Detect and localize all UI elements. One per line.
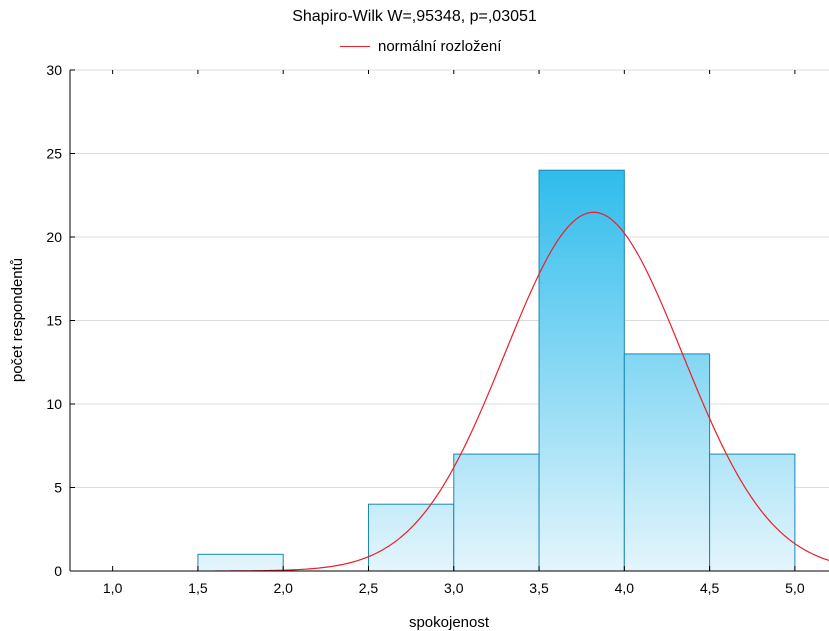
histogram-bar: [367, 503, 455, 572]
x-tick-label: 5,0: [785, 580, 805, 596]
x-tick-label: 1,5: [188, 580, 208, 596]
x-tick-label: 1,0: [103, 580, 123, 596]
chart-title: Shapiro-Wilk W=,95348, p=,03051: [292, 8, 537, 25]
legend-label: normální rozložení: [378, 37, 502, 55]
x-tick-label: 2,0: [273, 580, 293, 596]
x-tick-label: 3,5: [529, 580, 549, 596]
grid-lines: [70, 69, 829, 488]
legend: normální rozložení: [340, 36, 501, 56]
normal-curve-layer: [214, 211, 829, 571]
x-tick-label: 4,0: [615, 580, 635, 596]
x-axis-ticks: 1,0 1,5 2,0 2,5 3,0 3,5 4,0 4,5 5,0: [103, 70, 805, 596]
x-tick-label: 4,5: [700, 580, 720, 596]
histogram-bar: [538, 169, 625, 572]
histogram-bar: [197, 553, 284, 572]
x-tick-label: 3,0: [444, 580, 464, 596]
histogram-bars: [197, 169, 796, 572]
y-tick-label: 25: [46, 146, 62, 162]
y-axis-ticks: 0 5 10 15 20 25 30: [46, 62, 75, 579]
histogram-bar: [709, 453, 796, 572]
x-axis-title: spokojenost: [409, 614, 490, 631]
y-tick-label: 5: [54, 480, 62, 496]
y-axis-title: počet respondentů: [9, 258, 26, 382]
y-tick-label: 10: [46, 396, 62, 412]
histogram-bar: [453, 453, 540, 572]
y-tick-label: 30: [46, 62, 62, 78]
histogram-bar: [623, 353, 711, 572]
legend-line-swatch: [340, 45, 370, 47]
y-tick-label: 15: [46, 313, 62, 329]
y-tick-label: 20: [46, 229, 62, 245]
y-tick-label: 0: [54, 563, 62, 579]
x-tick-label: 2,5: [359, 580, 379, 596]
normal-curve: [214, 211, 829, 571]
